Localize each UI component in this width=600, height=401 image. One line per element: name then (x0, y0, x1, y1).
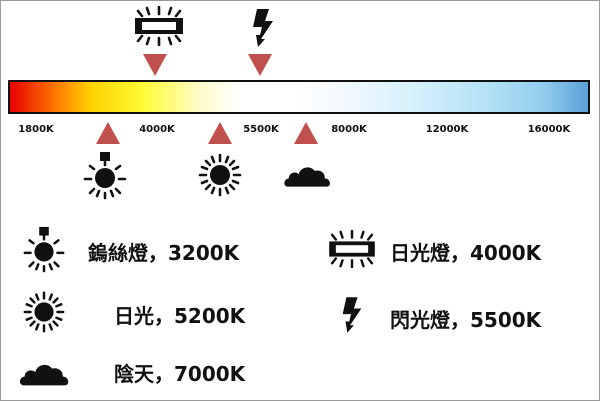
sun-icon (20, 288, 68, 336)
cloud-icon (283, 160, 333, 190)
marker-3200k-bottom (96, 122, 120, 144)
marker-5500k-top (248, 54, 272, 76)
tick-label: 5500K (243, 124, 279, 135)
marker-5200k-bottom (208, 122, 232, 144)
lightning-flash-icon (338, 296, 366, 334)
tick-label: 1800K (18, 124, 54, 135)
lightning-flash-icon (248, 8, 278, 48)
legend-fluorescent-label: 日光燈，4000K (390, 241, 542, 265)
fluorescent-tube-icon (134, 6, 184, 46)
tungsten-bulb-icon (80, 150, 130, 200)
legend-tungsten-label: 鎢絲燈，3200K (88, 241, 240, 265)
tick-label: 8000K (331, 124, 367, 135)
tick-label: 16000K (527, 124, 571, 135)
marker-7000k-bottom (294, 122, 318, 144)
legend-cloudy-label: 陰天，7000K (114, 362, 246, 386)
tick-label: 4000K (139, 124, 175, 135)
legend-daylight-label: 日光，5200K (114, 304, 246, 328)
tungsten-bulb-icon (20, 225, 68, 273)
fluorescent-tube-icon (328, 230, 376, 268)
cloud-icon (18, 358, 72, 388)
tick-label: 12000K (425, 124, 469, 135)
color-temperature-spectrum (8, 80, 590, 114)
marker-4000k-top (143, 54, 167, 76)
sun-icon (195, 150, 245, 200)
legend-flash-label: 閃光燈，5500K (390, 308, 542, 332)
